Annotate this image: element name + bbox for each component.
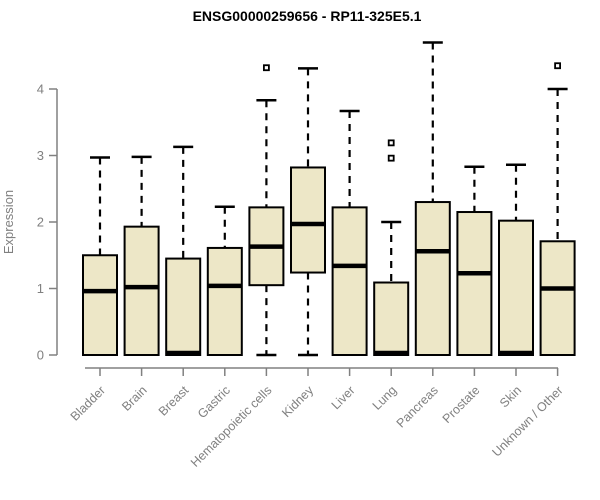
box-skin bbox=[498, 163, 534, 356]
x-tick-label-liver: Liver bbox=[329, 383, 358, 412]
box-gastric bbox=[206, 205, 243, 356]
iqr-box bbox=[165, 257, 202, 357]
box-bladder bbox=[82, 156, 118, 356]
x-tick-label-brain: Brain bbox=[119, 383, 150, 414]
x-tick-label-skin: Skin bbox=[497, 383, 524, 410]
outlier-point bbox=[262, 64, 270, 72]
x-tick-label-bladder: Bladder bbox=[68, 383, 108, 423]
box-liver bbox=[331, 109, 368, 356]
y-axis-label: Expression bbox=[1, 190, 16, 254]
iqr-box bbox=[539, 240, 576, 356]
iqr-box bbox=[373, 281, 410, 357]
y-tick-label: 0 bbox=[37, 348, 44, 363]
iqr-box bbox=[498, 219, 534, 356]
iqr-box bbox=[82, 254, 118, 356]
x-tick-label-gastric: Gastric bbox=[195, 383, 233, 421]
y-tick-label: 4 bbox=[37, 82, 44, 97]
outlier-point bbox=[554, 62, 561, 70]
box-kidney bbox=[290, 67, 326, 357]
box-prostate bbox=[456, 165, 493, 356]
y-tick-label: 2 bbox=[37, 215, 44, 230]
iqr-box bbox=[331, 206, 368, 356]
x-tick-label-prostate: Prostate bbox=[440, 383, 483, 426]
iqr-box bbox=[414, 201, 451, 356]
iqr-box bbox=[456, 211, 493, 356]
iqr-box bbox=[290, 166, 326, 274]
boxes-group bbox=[82, 41, 576, 357]
iqr-box bbox=[206, 246, 243, 356]
box-breast bbox=[165, 145, 202, 357]
box-unknown-other bbox=[539, 62, 576, 356]
box-lung bbox=[373, 139, 410, 357]
box-pancreas bbox=[414, 41, 451, 356]
iqr-box bbox=[123, 225, 160, 356]
box-hematopoietic-cells bbox=[248, 64, 285, 357]
x-tick-label-unknown-other: Unknown / Other bbox=[489, 383, 565, 459]
box-brain bbox=[123, 155, 160, 356]
x-tick-label-lung: Lung bbox=[370, 383, 400, 413]
x-tick-label-breast: Breast bbox=[156, 383, 192, 419]
x-tick-label-hematopoietic-cells: Hematopoietic cells bbox=[188, 383, 275, 470]
x-tick-label-pancreas: Pancreas bbox=[394, 383, 441, 430]
outlier-point bbox=[387, 154, 395, 162]
y-tick-label: 1 bbox=[37, 281, 44, 296]
outlier-point bbox=[387, 139, 395, 147]
y-tick-label: 3 bbox=[37, 148, 44, 163]
chart-title: ENSG00000259656 - RP11-325E5.1 bbox=[193, 8, 422, 24]
x-tick-label-kidney: Kidney bbox=[279, 383, 316, 420]
